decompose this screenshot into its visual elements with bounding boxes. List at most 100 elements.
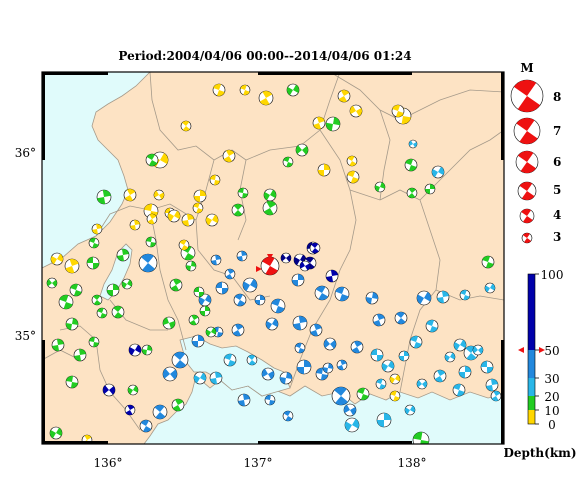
earthquake-marker — [344, 417, 360, 433]
earthquake-marker — [239, 84, 251, 96]
earthquake-marker — [69, 283, 83, 297]
earthquake-marker — [398, 350, 410, 362]
map-frame-ticks — [42, 72, 504, 444]
earthquake-marker — [280, 252, 292, 264]
earthquake-marker — [58, 294, 74, 310]
earthquake-marker — [296, 359, 312, 375]
earthquake-marker — [193, 286, 205, 298]
earthquake-marker — [343, 403, 357, 417]
prefecture-borders — [42, 72, 504, 431]
depth-scale-label: Depth(km) — [503, 446, 576, 460]
depth-tick-10: 10 — [544, 404, 559, 418]
earthquake-marker — [141, 344, 153, 356]
earthquake-marker — [178, 239, 190, 251]
earthquake-marker — [191, 334, 205, 348]
earthquake-marker — [294, 342, 306, 354]
earthquake-marker — [50, 252, 64, 266]
earthquake-marker — [88, 336, 100, 348]
earthquake-marker — [145, 236, 157, 248]
earthquake-marker — [416, 290, 432, 306]
earthquake-marker — [404, 158, 418, 172]
earthquake-marker — [64, 258, 80, 274]
mag-label-5: 5 — [553, 183, 561, 197]
depth-band-30-50 — [528, 350, 535, 378]
magnitude-legend: M 8 7 6 5 4 3 — [510, 61, 561, 244]
earthquake-marker — [356, 387, 370, 401]
magnitude-legend-heading: M — [520, 61, 533, 75]
mag-symbol-4 — [519, 208, 535, 224]
earthquake-marker — [389, 390, 401, 402]
lon-label-137: 137° — [244, 456, 273, 470]
earthquake-marker — [481, 255, 495, 269]
mag-symbol-3 — [521, 232, 533, 244]
earthquake-marker — [372, 313, 386, 327]
mag-label-4: 4 — [553, 208, 561, 222]
mag-symbol-7 — [513, 117, 541, 145]
earthquake-marker — [153, 189, 165, 201]
earthquake-marker — [424, 183, 436, 195]
earthquake-marker — [452, 383, 466, 397]
earthquake-marker — [127, 384, 139, 396]
earthquake-marker — [96, 307, 108, 319]
earthquake-marker — [309, 242, 321, 254]
earthquake-marker — [412, 431, 430, 444]
earthquake-marker — [237, 393, 251, 407]
earthquake-marker — [458, 365, 472, 379]
earthquake-marker — [490, 390, 502, 402]
earthquake-marker — [121, 278, 133, 290]
earthquake-marker — [350, 340, 364, 354]
depth-band-20-30 — [528, 378, 535, 396]
earthquake-marker — [193, 189, 207, 203]
earthquake-marker — [331, 386, 351, 406]
earthquake-marker — [323, 337, 337, 351]
earthquake-marker — [365, 291, 379, 305]
depth-marker-right — [539, 347, 545, 353]
earthquake-marker — [408, 139, 418, 149]
earthquake-marker — [215, 281, 229, 295]
earthquake-marker — [205, 326, 217, 338]
depth-band-0-10 — [528, 410, 535, 424]
earthquake-marker — [406, 187, 418, 199]
earthquake-marker — [262, 200, 278, 216]
depth-band-10-20 — [528, 396, 535, 410]
earthquake-marker — [49, 426, 63, 440]
earthquake-marker — [205, 213, 219, 227]
earthquake-marker — [391, 104, 405, 118]
earthquake-marker — [317, 163, 331, 177]
earthquake-marker — [484, 282, 496, 294]
mag-label-8: 8 — [553, 90, 561, 104]
earthquake-marker — [199, 305, 211, 317]
earthquake-marker — [282, 410, 294, 422]
earthquake-marker — [349, 104, 363, 118]
earthquake-marker — [73, 348, 87, 362]
earthquake-marker — [292, 315, 308, 331]
earthquake-marker — [162, 316, 176, 330]
mag-symbol-5 — [517, 181, 537, 201]
earthquake-marker — [314, 285, 330, 301]
earthquake-marker — [139, 419, 153, 433]
earthquake-marker — [404, 404, 416, 416]
earthquake-marker — [246, 354, 258, 366]
earthquake-marker — [223, 353, 237, 367]
earthquake-marker — [167, 209, 181, 223]
earthquake-marker — [431, 165, 445, 179]
earthquake-marker — [425, 319, 439, 333]
earthquake-marker — [145, 153, 159, 167]
earthquake-marker — [322, 362, 334, 374]
depth-tick-30: 30 — [544, 372, 559, 386]
earthquake-marker — [193, 371, 207, 385]
lat-label-36: 36° — [15, 146, 36, 160]
earthquake-marker — [337, 89, 351, 103]
earthquake-marker — [381, 359, 395, 373]
earthquake-marker — [444, 351, 456, 363]
earthquake-marker — [169, 278, 183, 292]
earthquake-marker — [295, 143, 309, 157]
earthquake-marker — [309, 323, 323, 337]
earthquake-marker — [152, 404, 168, 420]
earthquake-marker — [212, 83, 226, 97]
earthquake-marker — [336, 359, 348, 371]
depth-scale-frame — [527, 273, 536, 425]
earthquake-marker — [453, 338, 467, 352]
mag-symbol-6 — [515, 150, 539, 174]
earthquake-marker — [185, 260, 197, 272]
